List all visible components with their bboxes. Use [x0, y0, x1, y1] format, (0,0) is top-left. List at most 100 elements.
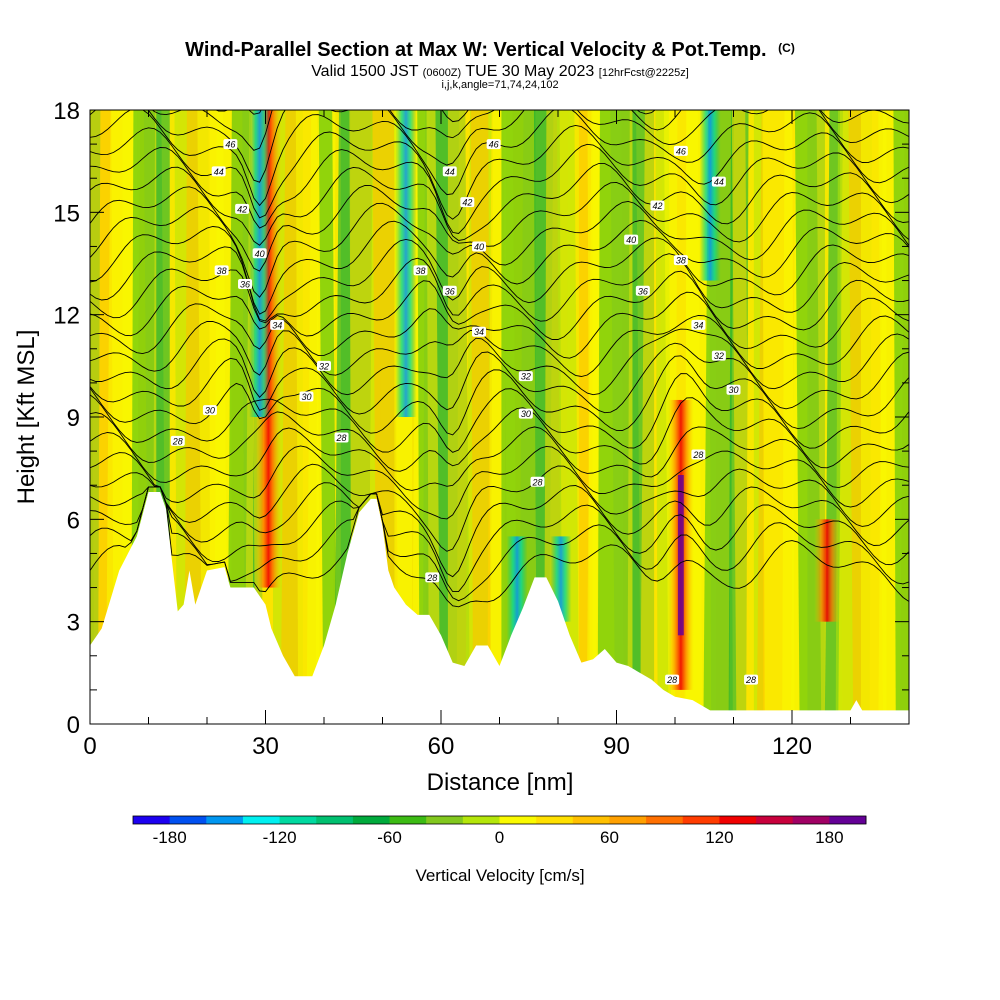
y-tick-label: 3: [67, 610, 80, 637]
contour-label-bg: [711, 176, 726, 187]
colorbar-swatch: [462, 816, 500, 824]
colorbar-swatch: [389, 816, 427, 824]
contour-label-bg: [214, 265, 229, 276]
colorbar-swatch: [133, 816, 171, 824]
colorbar-tick-label: -180: [153, 828, 187, 847]
contour-label: 34: [474, 327, 484, 337]
contour-label: 34: [272, 320, 282, 330]
colorbar-swatch: [169, 816, 207, 824]
isentrope-line: [90, 342, 909, 415]
downdraft-core: [699, 110, 721, 281]
velocity-band: [470, 110, 491, 724]
updraft-max: [677, 474, 684, 636]
isentrope-line: [90, 373, 909, 453]
isentrope-line: [90, 270, 909, 340]
x-tick-label: 120: [772, 733, 812, 760]
contour-label: 28: [532, 477, 543, 487]
contour-label: 28: [172, 436, 183, 446]
contour-label: 42: [237, 204, 247, 214]
colorbar-swatch: [829, 816, 867, 824]
y-tick-label: 12: [53, 303, 80, 330]
contour-label: 28: [692, 450, 703, 460]
contour-label-bg: [170, 435, 185, 446]
terrain: [90, 492, 909, 724]
contour-label: 40: [626, 235, 636, 245]
colorbar-label: Vertical Velocity [cm/s]: [415, 866, 584, 885]
isentrope-line: [90, 328, 909, 398]
isentrope-line: [90, 200, 909, 298]
updraft-core: [814, 519, 840, 622]
contour-label: 30: [728, 385, 738, 395]
potential-temperature-contours: [90, 110, 909, 608]
x-axis-label: Distance [nm]: [427, 769, 574, 796]
contour-label: 28: [745, 675, 756, 685]
downdraft-core: [395, 110, 417, 417]
contour-label-bg: [223, 139, 238, 150]
chart-indices: i,j,k,angle=71,74,24,102: [441, 79, 558, 91]
contour-label: 34: [693, 320, 703, 330]
chart-subtitle: Valid 1500 JST (0600Z) TUE 30 May 2023 […: [311, 63, 689, 80]
contour-label: 32: [714, 351, 724, 361]
contour-label-bg: [635, 285, 650, 296]
contour-label: 42: [462, 198, 472, 208]
contour-label-bg: [744, 674, 759, 685]
contour-label: 28: [666, 675, 677, 685]
colorbar-swatch: [719, 816, 757, 824]
contour-label-bg: [252, 248, 267, 259]
colorbar-swatch: [316, 816, 354, 824]
isentrope-line: [151, 110, 909, 151]
colorbar-swatch: [646, 816, 684, 824]
y-axis-label: Height [Kft MSL]: [13, 330, 40, 505]
colorbar-swatch: [499, 816, 537, 824]
chart-title-text: Wind-Parallel Section at Max W: Vertical…: [185, 39, 766, 61]
contour-label-bg: [726, 384, 741, 395]
colorbar: -180 -120 -60 0 60 120 180: [132, 815, 867, 847]
isentrope-line: [90, 486, 909, 602]
contour-label-bg: [334, 432, 349, 443]
colorbar-tick-label: 180: [815, 828, 843, 847]
isentrope-line: [90, 426, 909, 491]
colorbar-swatch: [682, 816, 720, 824]
contour-label-bg: [238, 278, 253, 289]
valid-prefix: Valid 1500 JST: [311, 63, 419, 80]
y-tick-label: 6: [67, 507, 80, 534]
y-tick-label: 18: [53, 98, 80, 125]
contour-label: 36: [240, 279, 250, 289]
colorbar-swatch: [206, 816, 244, 824]
contour-label-bg: [673, 145, 688, 156]
valid-date: TUE 30 May 2023: [465, 63, 594, 80]
colorbar-swatch: [426, 816, 464, 824]
contour-label: 32: [319, 361, 329, 371]
colorbar-swatch: [756, 816, 794, 824]
colorbar-tick-label: 120: [705, 828, 733, 847]
contour-label: 44: [445, 167, 455, 177]
contour-label: 44: [714, 177, 724, 187]
contour-label-bg: [270, 319, 285, 330]
contour-label-bg: [518, 371, 533, 382]
contour-label: 38: [416, 266, 426, 276]
colorbar-tick-label: -60: [377, 828, 402, 847]
colorbar-tick-label: 0: [495, 828, 504, 847]
colorbar-tick-label: 60: [600, 828, 619, 847]
forecast-info: [12hrFcst@2225z]: [599, 67, 689, 79]
contour-label: 30: [521, 409, 531, 419]
isentrope-line: [90, 162, 909, 246]
velocity-band: [295, 110, 320, 724]
contour-label-bg: [299, 391, 314, 402]
contour-label-bg: [317, 360, 331, 371]
isentrope-line: [90, 445, 909, 520]
isentrope-line: [90, 124, 909, 220]
colorbar-swatch: [279, 816, 317, 824]
colorbar-swatch: [352, 816, 391, 824]
colorbar-swatch: [242, 816, 281, 824]
contour-label: 46: [676, 146, 686, 156]
contour-label-bg: [442, 166, 457, 177]
colorbar-swatch: [572, 816, 610, 824]
isentrope-line: [90, 486, 909, 593]
contour-label-bg: [691, 449, 706, 460]
contour-label: 32: [521, 372, 531, 382]
isentrope-line: [90, 355, 909, 436]
velocity-band: [731, 110, 750, 724]
contour-label: 40: [255, 249, 265, 259]
